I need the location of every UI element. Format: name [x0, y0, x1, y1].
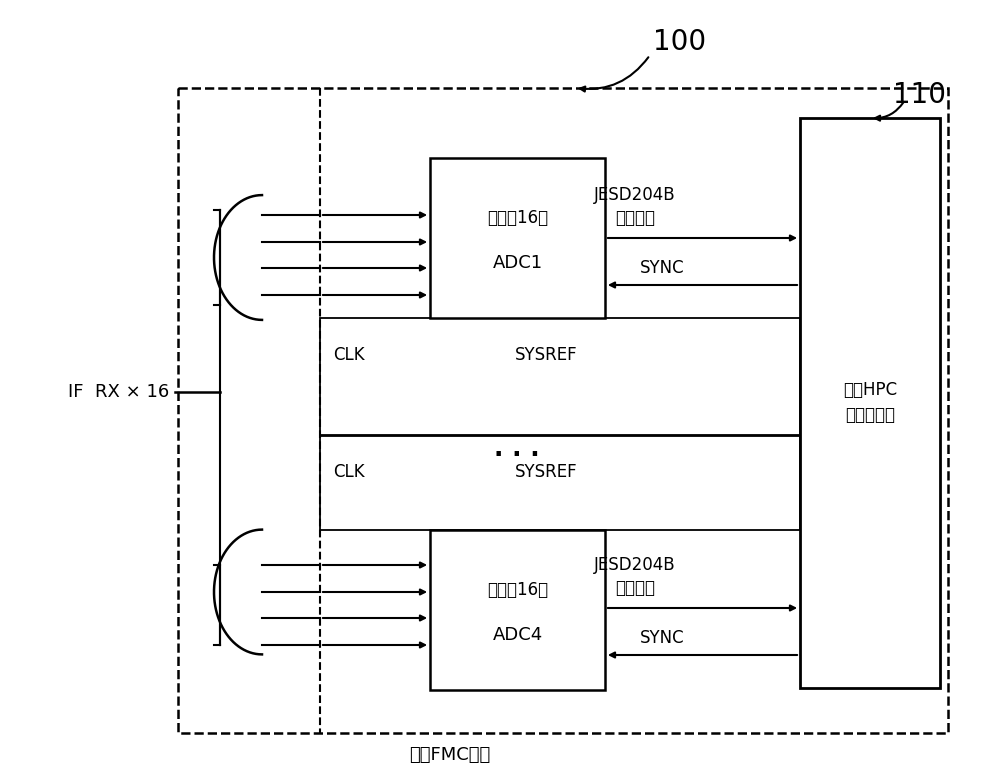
Text: 连接器插头: 连接器插头 [845, 406, 895, 424]
Text: ADC4: ADC4 [492, 626, 543, 644]
Text: 第一FMC子板: 第一FMC子板 [409, 746, 491, 764]
Text: SYNC: SYNC [640, 259, 685, 277]
Bar [320, 318, 800, 436]
Text: SYSREF: SYSREF [515, 463, 578, 481]
Text: 四通道16位: 四通道16位 [487, 209, 548, 227]
Text: SYSREF: SYSREF [515, 346, 578, 364]
Text: 高速链路: 高速链路 [615, 209, 655, 227]
Text: ADC1: ADC1 [492, 254, 543, 272]
Text: 高速链路: 高速链路 [615, 579, 655, 597]
Text: IF  RX × 16: IF RX × 16 [68, 383, 169, 401]
Text: CLK: CLK [333, 463, 365, 481]
Bar [430, 158, 605, 318]
Text: 第一HPC: 第一HPC [843, 381, 897, 399]
Bar [430, 530, 605, 690]
Text: 110: 110 [894, 81, 946, 109]
Bar [178, 88, 948, 733]
Text: CLK: CLK [333, 346, 365, 364]
Text: SYNC: SYNC [640, 629, 685, 647]
Bar [320, 435, 800, 530]
Text: · · ·: · · · [494, 443, 540, 467]
Text: 四通道16位: 四通道16位 [487, 581, 548, 599]
Bar [800, 118, 940, 688]
Text: JESD204B: JESD204B [594, 556, 676, 574]
Text: 100: 100 [653, 28, 707, 56]
Text: JESD204B: JESD204B [594, 186, 676, 204]
